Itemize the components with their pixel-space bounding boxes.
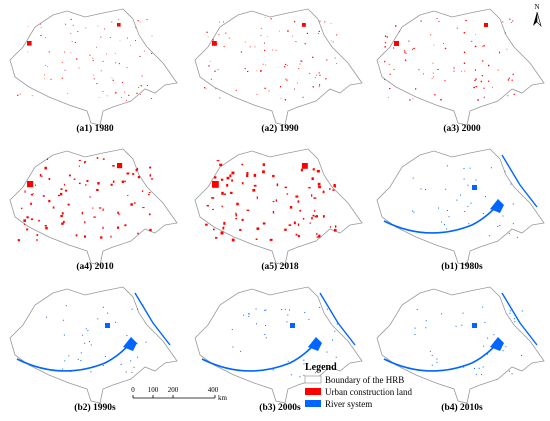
scale-label: 400	[208, 386, 219, 394]
map-panel	[194, 8, 363, 126]
panel-label: (a5) 2018	[261, 261, 298, 272]
map-panel	[376, 286, 545, 404]
scale-label: 100	[148, 386, 159, 394]
north-label: N	[534, 3, 539, 11]
legend-label: Urban construction land	[325, 387, 412, 397]
map-panel	[9, 286, 178, 404]
map-panel	[9, 8, 178, 126]
panel-label: (b4) 2010s	[441, 402, 483, 413]
panel-label: (b3) 2000s	[259, 402, 301, 413]
legend-label: Boundary of the HRB	[325, 375, 404, 385]
panel-label: (a4) 2010	[76, 261, 113, 272]
panel-label: (a3) 2000	[443, 123, 480, 134]
scale-label: 0	[131, 386, 135, 394]
legend-title: Legend	[305, 362, 337, 373]
panel-label: (b1) 1980s	[441, 261, 483, 272]
legend-label: River system	[325, 399, 372, 409]
map-panel	[376, 148, 545, 266]
panel-label: (a1) 1980	[76, 123, 113, 134]
scale-label: 200	[168, 386, 179, 394]
map-panel	[9, 148, 178, 266]
panel-label: (a2) 1990	[261, 123, 298, 134]
map-panel	[194, 286, 363, 404]
map-panel	[376, 8, 545, 126]
legend: Legend Boundary of the HRB Urban constru…	[304, 362, 412, 409]
north-arrow: N	[533, 3, 542, 28]
scale-bar: 0 100 200 400 km	[131, 386, 227, 402]
scale-unit: km	[218, 394, 228, 402]
map-panels: (a1) 1980 (a2) 1990 (a3) 2000 (a4) 2010 (a5)…	[9, 8, 545, 413]
map-panel	[194, 148, 363, 266]
panel-label: (b2) 1990s	[74, 402, 116, 413]
